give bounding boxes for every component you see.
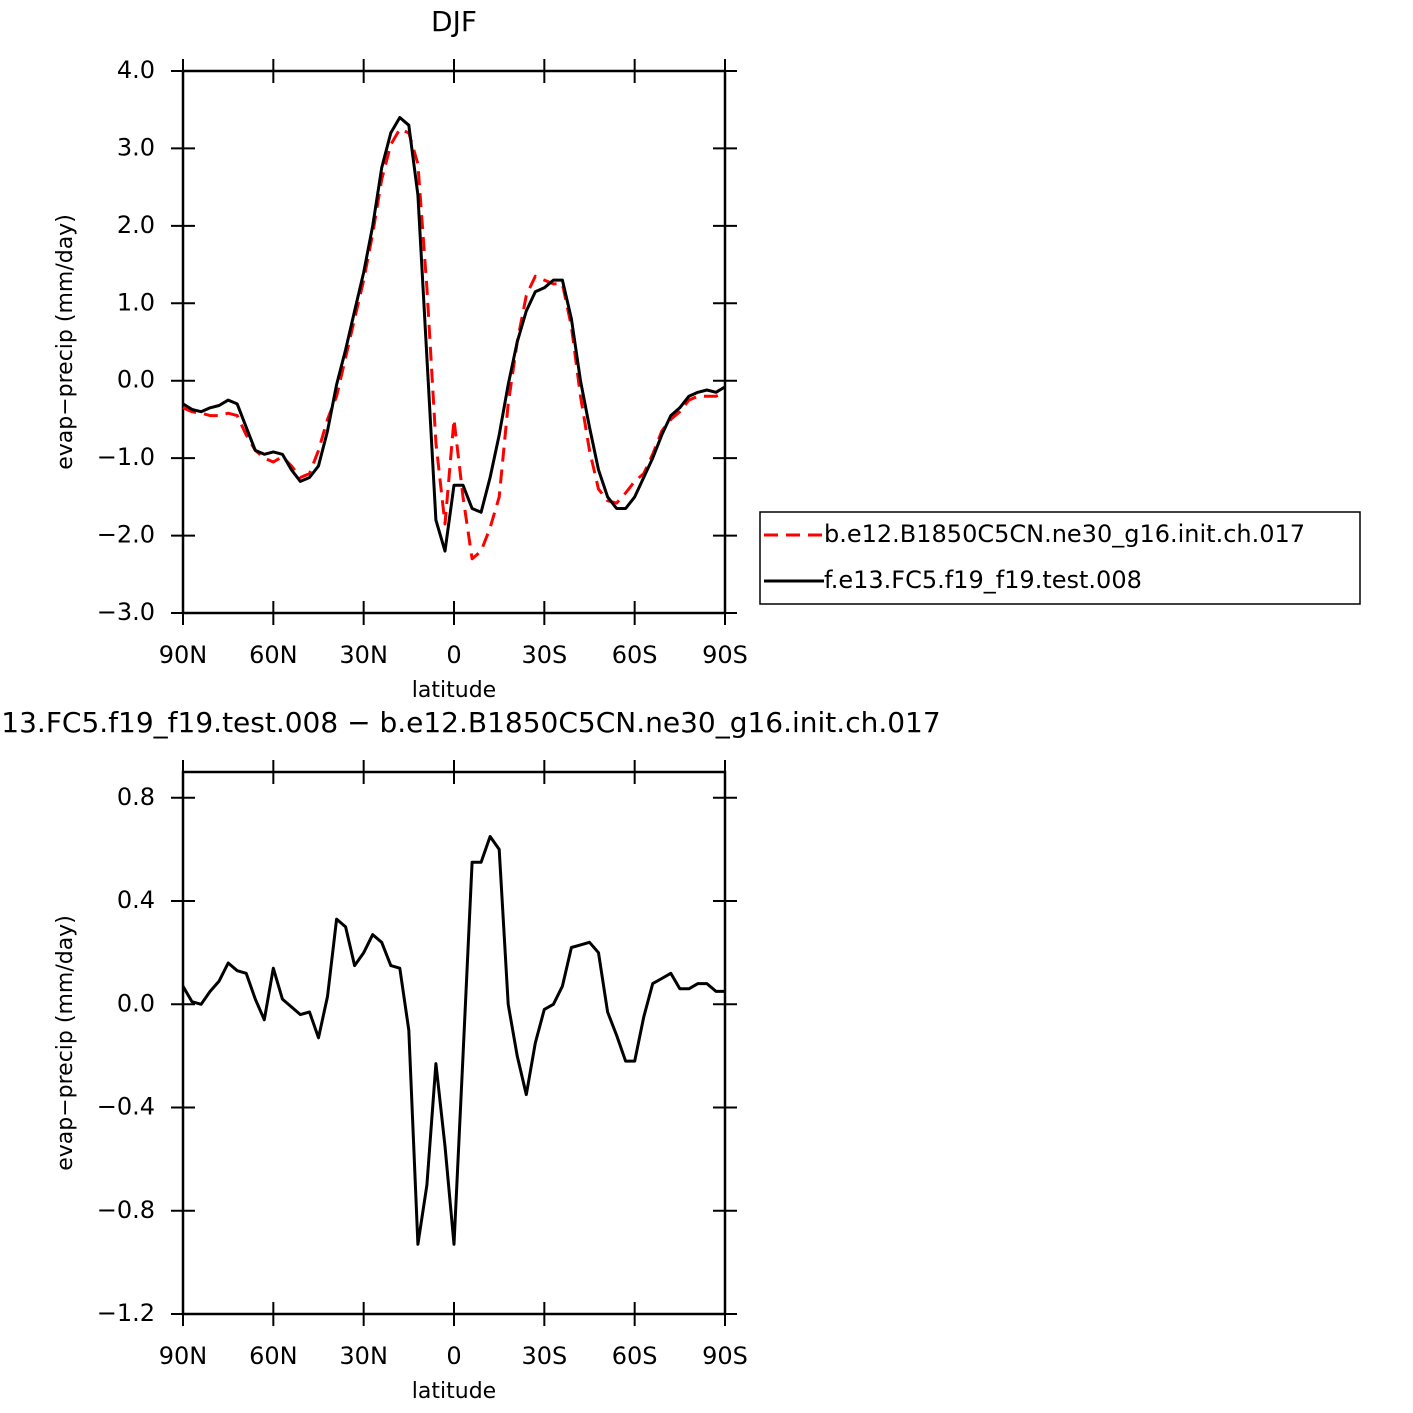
x-tick-label: 60N bbox=[249, 641, 298, 669]
x-axis-label: latitude bbox=[412, 1379, 496, 1404]
x-tick-label: 60S bbox=[612, 641, 658, 669]
x-tick-label: 0 bbox=[446, 641, 461, 669]
y-tick-label: −2.0 bbox=[97, 521, 155, 549]
y-tick-label: 0.4 bbox=[117, 886, 155, 914]
legend-label: b.e12.B1850C5CN.ne30_g16.init.ch.017 bbox=[824, 520, 1305, 548]
x-tick-label: 30S bbox=[521, 641, 567, 669]
chart-title: f.e13.FC5.f19_f19.test.008 − b.e12.B1850… bbox=[0, 706, 941, 739]
y-tick-label: 0.8 bbox=[117, 783, 155, 811]
y-tick-label: −0.4 bbox=[97, 1093, 155, 1121]
legend-box bbox=[759, 511, 1361, 605]
x-tick-label: 90N bbox=[159, 641, 208, 669]
y-tick-label: −1.0 bbox=[97, 443, 155, 471]
y-tick-label: 1.0 bbox=[117, 288, 155, 316]
data-line bbox=[182, 116, 726, 553]
y-tick-label: 3.0 bbox=[117, 133, 155, 161]
data-line bbox=[182, 127, 726, 561]
x-tick-label: 90S bbox=[702, 641, 748, 669]
y-tick-label: −1.2 bbox=[97, 1299, 155, 1327]
x-tick-label: 30N bbox=[339, 641, 388, 669]
data-line bbox=[181, 835, 725, 1246]
y-tick-label: 4.0 bbox=[117, 56, 155, 84]
x-tick-label: 90N bbox=[159, 1342, 208, 1370]
x-tick-label: 30N bbox=[339, 1342, 388, 1370]
x-tick-label: 60S bbox=[612, 1342, 658, 1370]
y-tick-label: 2.0 bbox=[117, 211, 155, 239]
x-tick-label: 30S bbox=[521, 1342, 567, 1370]
x-tick-label: 90S bbox=[702, 1342, 748, 1370]
y-tick-label: −0.8 bbox=[97, 1196, 155, 1224]
chart-title: DJF bbox=[431, 5, 477, 38]
y-axis-label: evap−precip (mm/day) bbox=[53, 915, 78, 1171]
x-tick-label: 0 bbox=[446, 1342, 461, 1370]
x-tick-label: 60N bbox=[249, 1342, 298, 1370]
y-tick-label: 0.0 bbox=[117, 989, 155, 1017]
y-tick-label: 0.0 bbox=[117, 366, 155, 394]
y-tick-label: −3.0 bbox=[97, 598, 155, 626]
y-axis-label: evap−precip (mm/day) bbox=[53, 214, 78, 470]
plot-frame bbox=[181, 69, 727, 615]
legend-label: f.e13.FC5.f19_f19.test.008 bbox=[824, 566, 1142, 594]
x-axis-label: latitude bbox=[412, 678, 496, 703]
